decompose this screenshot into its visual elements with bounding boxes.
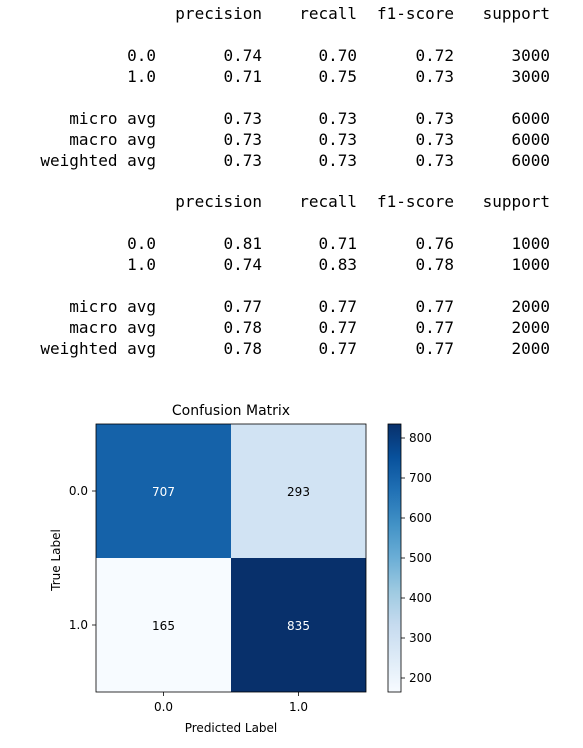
classification-report-test: precision recall f1-score support 0.0 0.81 0.7…: [0, 191, 583, 361]
x-tick-label: 0.0: [154, 700, 173, 714]
column-header-support: support: [482, 192, 550, 211]
cell-f1-score: 0.78: [415, 255, 454, 274]
row-label: weighted avg: [40, 151, 156, 170]
cell-precision: 0.78: [223, 318, 262, 337]
cell-recall: 0.83: [318, 255, 357, 274]
cell-support: 6000: [511, 151, 550, 170]
colorbar-tick-label: 600: [409, 511, 432, 525]
column-header-precision: precision: [175, 192, 262, 211]
cell-f1-score: 0.76: [415, 234, 454, 253]
cell-precision: 0.73: [223, 130, 262, 149]
y-tick-label: 0.0: [69, 484, 88, 498]
cell-value-label: 835: [287, 619, 310, 633]
row-label: macro avg: [69, 130, 156, 149]
cell-support: 3000: [511, 67, 550, 86]
cell-recall: 0.73: [318, 151, 357, 170]
classification-report-train: precision recall f1-score support 0.0 0.74 0.7…: [0, 3, 583, 173]
cell-support: 1000: [511, 234, 550, 253]
cell-support: 2000: [511, 318, 550, 337]
cell-f1-score: 0.77: [415, 318, 454, 337]
cell-precision: 0.73: [223, 109, 262, 128]
row-label: weighted avg: [40, 339, 156, 358]
matrix-cell: [231, 424, 366, 558]
cell-recall: 0.73: [318, 130, 357, 149]
column-header-recall: recall: [299, 192, 357, 211]
x-tick-label: 1.0: [289, 700, 308, 714]
cell-support: 6000: [511, 109, 550, 128]
y-tick-label: 1.0: [69, 618, 88, 632]
column-header-f1-score: f1-score: [376, 4, 454, 23]
row-label: micro avg: [69, 297, 156, 316]
cell-precision: 0.74: [223, 46, 262, 65]
colorbar: [387, 423, 402, 693]
cell-recall: 0.70: [318, 46, 357, 65]
cell-value-label: 707: [152, 485, 175, 499]
confusion-matrix-chart: Confusion Matrix True Label Predicted La…: [49, 403, 432, 735]
cell-recall: 0.75: [318, 67, 357, 86]
column-header-support: support: [482, 4, 550, 23]
colorbar-tick-label: 300: [409, 631, 432, 645]
matrix-frame: [95, 423, 367, 693]
cell-precision: 0.78: [223, 339, 262, 358]
matrix-cell: [231, 558, 366, 692]
cell-recall: 0.77: [318, 297, 357, 316]
cell-support: 2000: [511, 339, 550, 358]
cell-f1-score: 0.77: [415, 297, 454, 316]
x-axis-label: Predicted Label: [185, 721, 278, 735]
column-header-f1-score: f1-score: [376, 192, 454, 211]
cell-support: 1000: [511, 255, 550, 274]
row-label: 1.0: [127, 255, 156, 274]
cell-precision: 0.81: [223, 234, 262, 253]
cell-recall: 0.71: [318, 234, 357, 253]
cell-f1-score: 0.73: [415, 109, 454, 128]
row-label: 1.0: [127, 67, 156, 86]
cell-precision: 0.74: [223, 255, 262, 274]
column-header-precision: precision: [175, 4, 262, 23]
row-label: macro avg: [69, 318, 156, 337]
cell-recall: 0.73: [318, 109, 357, 128]
cell-f1-score: 0.73: [415, 151, 454, 170]
colorbar-tick-label: 700: [409, 471, 432, 485]
cell-precision: 0.73: [223, 151, 262, 170]
colorbar-tick-label: 400: [409, 591, 432, 605]
matrix-cell: [96, 558, 231, 692]
cell-precision: 0.71: [223, 67, 262, 86]
cell-value-label: 293: [287, 485, 310, 499]
cell-precision: 0.77: [223, 297, 262, 316]
colorbar-tick-label: 500: [409, 551, 432, 565]
cell-f1-score: 0.73: [415, 130, 454, 149]
cell-recall: 0.77: [318, 318, 357, 337]
cell-support: 3000: [511, 46, 550, 65]
row-label: 0.0: [127, 46, 156, 65]
colorbar-tick-label: 800: [409, 431, 432, 445]
row-label: micro avg: [69, 109, 156, 128]
colorbar-tick-label: 200: [409, 671, 432, 685]
cell-value-label: 165: [152, 619, 175, 633]
chart-title: Confusion Matrix: [172, 403, 290, 419]
row-label: 0.0: [127, 234, 156, 253]
column-header-recall: recall: [299, 4, 357, 23]
cell-f1-score: 0.77: [415, 339, 454, 358]
cell-support: 2000: [511, 297, 550, 316]
cell-f1-score: 0.72: [415, 46, 454, 65]
cell-support: 6000: [511, 130, 550, 149]
matrix-cell: [96, 424, 231, 558]
y-axis-label: True Label: [49, 529, 63, 592]
cell-f1-score: 0.73: [415, 67, 454, 86]
cell-recall: 0.77: [318, 339, 357, 358]
